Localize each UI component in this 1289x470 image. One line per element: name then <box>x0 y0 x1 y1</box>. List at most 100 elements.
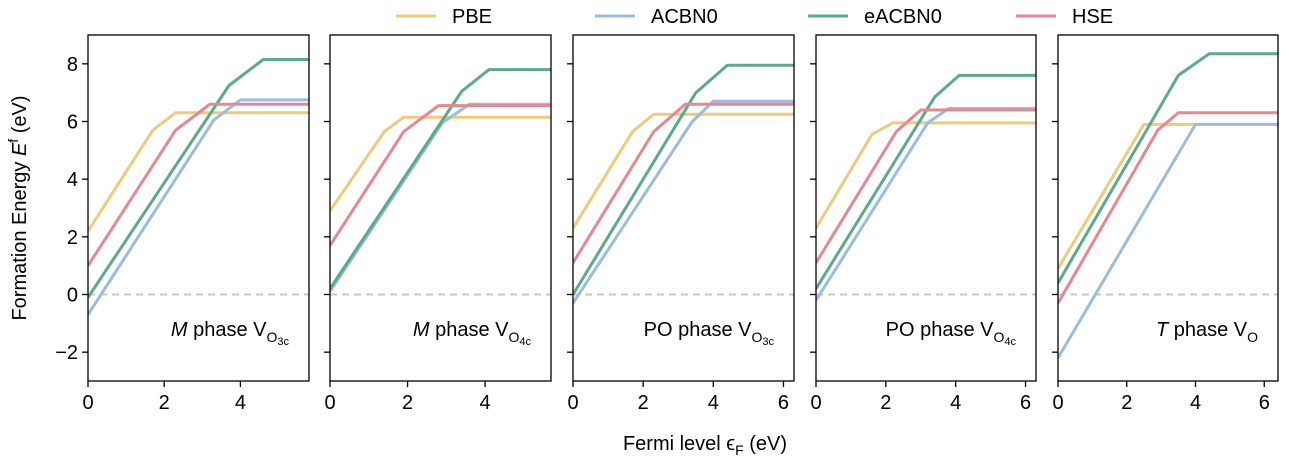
x-tick-label: 2 <box>880 392 891 414</box>
legend-label: PBE <box>452 6 492 28</box>
series-line-hse <box>88 102 309 267</box>
legend-label: HSE <box>1072 6 1113 28</box>
panel-label: M phase VO4c <box>413 319 532 348</box>
y-axis-label-text: Formation Energy <box>9 156 31 321</box>
series-line-hse <box>573 102 794 264</box>
panel-label-sub: O <box>1247 329 1258 345</box>
y-tick-label: 0 <box>67 285 78 307</box>
series-group <box>573 63 794 304</box>
x-axis-label-unit: (eV) <box>744 433 787 455</box>
panel-label-sub: O <box>508 329 519 345</box>
panel-label-subsub: 4c <box>1004 336 1016 348</box>
y-tick-label: −2 <box>55 342 78 364</box>
panel-label-sub: O <box>993 329 1004 345</box>
panel-frame <box>815 34 1037 382</box>
legend-entry-acbn0: ACBN0 <box>595 6 718 28</box>
series-line-acbn0 <box>1058 122 1278 359</box>
x-tick-label: 4 <box>950 392 961 414</box>
series-line-acbn0 <box>573 99 794 304</box>
x-tick-label: 4 <box>1190 392 1201 414</box>
series-line-acbn0 <box>816 107 1036 302</box>
x-axis-label-text: Fermi level <box>623 433 726 455</box>
series-group <box>88 58 309 316</box>
panel-label-text: phase V <box>188 319 268 341</box>
series-group <box>330 68 551 293</box>
y-axis-label-symbol: E <box>9 142 31 156</box>
panel-label: PO phase VO3c <box>644 319 775 348</box>
panel-frame <box>572 34 795 382</box>
panel-1: −2 0 2 4 6 8 0 2 4 M phase VO3c <box>55 34 310 414</box>
panel-label: M phase VO3c <box>171 319 290 348</box>
series-line-hse <box>330 104 551 247</box>
panel-label-subsub: 3c <box>762 336 774 348</box>
y-tick-label: 2 <box>67 227 78 249</box>
x-tick-label: 0 <box>82 392 93 414</box>
legend-label: eACBN0 <box>864 6 942 28</box>
panel-label-sub: O <box>266 329 277 345</box>
panel-frame <box>1057 34 1279 382</box>
series-line-eacbn0 <box>1058 52 1278 284</box>
x-tick-label: 6 <box>1020 392 1031 414</box>
series-line-eacbn0 <box>88 58 309 299</box>
panel-label-text: phase V <box>430 319 510 341</box>
series-line-eacbn0 <box>330 68 551 290</box>
series-line-acbn0 <box>330 102 551 293</box>
y-tick-label: 4 <box>67 169 78 191</box>
series-line-pbe <box>330 115 551 212</box>
panel-label: T phase VO <box>1156 319 1258 345</box>
panel-label-italic: T <box>1156 319 1170 341</box>
x-tick-label: 4 <box>235 392 246 414</box>
panel-label-text: PO phase V <box>886 319 995 341</box>
series-line-eacbn0 <box>816 73 1036 290</box>
x-tick-label: 4 <box>480 392 491 414</box>
series-line-hse <box>1058 111 1278 304</box>
y-axis-label: Formation Energy Ef (eV) <box>5 95 31 320</box>
series-line-acbn0 <box>88 98 309 316</box>
panel-label-subsub: 3c <box>277 336 289 348</box>
legend-entry-pbe: PBE <box>396 6 492 28</box>
x-tick-label: 2 <box>159 392 170 414</box>
panel-label-italic: M <box>413 319 430 341</box>
series-line-pbe <box>88 111 309 232</box>
series-line-pbe <box>816 121 1036 229</box>
x-tick-label: 0 <box>567 392 578 414</box>
panel-frame <box>87 34 310 382</box>
y-axis-label-sup: f <box>5 139 21 143</box>
x-tick-label: 0 <box>324 392 335 414</box>
x-axis-label-sub: F <box>735 442 744 458</box>
panel-label-sub: O <box>751 329 762 345</box>
panel-frame <box>329 34 552 382</box>
x-tick-label: 2 <box>638 392 649 414</box>
legend-label: ACBN0 <box>651 6 718 28</box>
legend-entry-eacbn0: eACBN0 <box>808 6 942 28</box>
x-tick-label: 4 <box>708 392 719 414</box>
legend-entry-hse: HSE <box>1016 6 1113 28</box>
panel-label-text: PO phase V <box>644 319 753 341</box>
panel-label-italic: M <box>171 319 188 341</box>
x-tick-label: 6 <box>778 392 789 414</box>
y-tick-label: 8 <box>67 54 78 76</box>
y-axis-label-unit: (eV) <box>9 95 31 138</box>
legend: PBE ACBN0 eACBN0 HSE <box>396 6 1113 28</box>
panel-2: 0 2 4 M phase VO4c <box>324 34 552 414</box>
y-tick-label: 6 <box>67 112 78 134</box>
series-line-hse <box>816 108 1036 264</box>
panel-5: 0 2 4 6 T phase VO <box>1052 34 1279 414</box>
panel-label: PO phase VO4c <box>886 319 1017 348</box>
x-axis-label: Fermi level ϵF (eV) <box>623 433 787 458</box>
panel-3: 0 2 4 6 PO phase VO3c <box>567 34 795 414</box>
series-line-pbe <box>573 112 794 229</box>
panel-label-text: phase V <box>1168 319 1248 341</box>
panel-label-subsub: 4c <box>519 336 531 348</box>
series-line-eacbn0 <box>573 63 794 296</box>
series-group <box>1058 52 1278 359</box>
x-tick-label: 6 <box>1259 392 1270 414</box>
panel-4: 0 2 4 6 PO phase VO4c <box>810 34 1037 414</box>
series-group <box>816 73 1036 302</box>
x-tick-label: 2 <box>402 392 413 414</box>
x-tick-label: 0 <box>810 392 821 414</box>
x-tick-label: 0 <box>1052 392 1063 414</box>
x-axis-label-symbol: ϵ <box>726 433 735 455</box>
